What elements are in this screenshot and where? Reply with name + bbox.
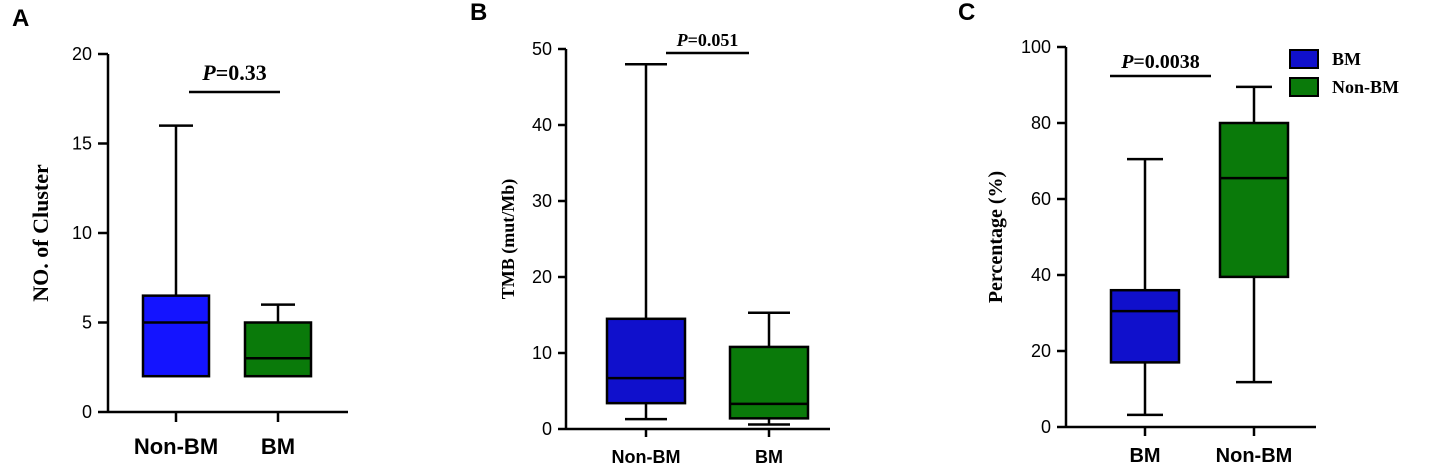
y-tick-label: 10	[72, 223, 92, 243]
y-tick-label: 15	[72, 134, 92, 154]
legend: BM Non-BM	[1289, 49, 1399, 97]
y-tick-label: 20	[532, 267, 552, 287]
panel-a: A 0 5 10 15 20 NO. of Cluster Non-BM BM P=0.33	[12, 5, 348, 459]
panel-b: B 0 10 20 30 40 50 TMB (mut/Mb) Non-BM BM P=0.051	[470, 0, 830, 466]
p-value: =0.33	[216, 60, 267, 85]
legend-swatch	[1289, 77, 1319, 97]
y-tick-label: 50	[532, 39, 552, 59]
y-tick-label: 5	[82, 313, 92, 333]
p-value-label: P=0.0038	[1120, 51, 1200, 73]
p-value: =0.051	[688, 30, 739, 50]
panel-letter: A	[12, 5, 29, 32]
y-tick-label: 40	[1031, 265, 1051, 285]
box-body	[605, 317, 687, 405]
p-value-label: P=0.33	[201, 60, 267, 85]
box-bm	[1109, 157, 1181, 417]
box-body	[1218, 121, 1290, 279]
box-non-bm	[1218, 85, 1290, 384]
y-tick-label: 0	[82, 402, 92, 422]
p-value-label: P=0.051	[676, 30, 739, 50]
p-symbol: P	[676, 30, 689, 50]
y-tick-label: 60	[1031, 189, 1051, 209]
box-body	[243, 321, 313, 378]
y-tick-label: 0	[1041, 417, 1051, 437]
y-tick-label: 10	[532, 343, 552, 363]
y-axis-title: NO. of Cluster	[28, 164, 53, 302]
legend-label: Non-BM	[1332, 77, 1399, 97]
x-tick-label: BM	[261, 434, 295, 459]
y-tick-label: 100	[1021, 37, 1051, 57]
panel-letter: B	[470, 0, 487, 26]
x-tick-label: Non-BM	[1216, 445, 1293, 466]
y-tick-label: 20	[72, 44, 92, 64]
legend-swatch	[1289, 49, 1319, 69]
y-tick-label: 30	[532, 191, 552, 211]
y-axis-title: TMB (mut/Mb)	[498, 179, 519, 300]
x-tick-label: BM	[755, 447, 783, 466]
box-body	[728, 345, 810, 420]
box-bm	[728, 311, 810, 426]
p-value: =0.0038	[1133, 51, 1199, 73]
y-tick-label: 0	[542, 419, 552, 439]
legend-label: BM	[1332, 49, 1361, 69]
p-symbol: P	[1120, 51, 1134, 73]
panel-letter: C	[958, 0, 975, 26]
panel-c: C 0 20 40 60 80 100 Percentage (%) BM Non-BM P=0.0…	[958, 0, 1399, 466]
x-tick-label: Non-BM	[612, 447, 681, 466]
y-tick-label: 20	[1031, 341, 1051, 361]
y-axis-title: Percentage (%)	[985, 171, 1007, 303]
box-non-bm	[141, 124, 211, 378]
box-body	[1109, 288, 1181, 364]
y-tick-label: 40	[532, 115, 552, 135]
y-tick-label: 80	[1031, 113, 1051, 133]
p-symbol: P	[201, 60, 216, 85]
x-tick-label: BM	[1129, 445, 1160, 466]
box-body	[141, 294, 211, 378]
box-non-bm	[605, 62, 687, 421]
x-tick-label: Non-BM	[134, 434, 218, 459]
box-bm	[243, 303, 313, 378]
